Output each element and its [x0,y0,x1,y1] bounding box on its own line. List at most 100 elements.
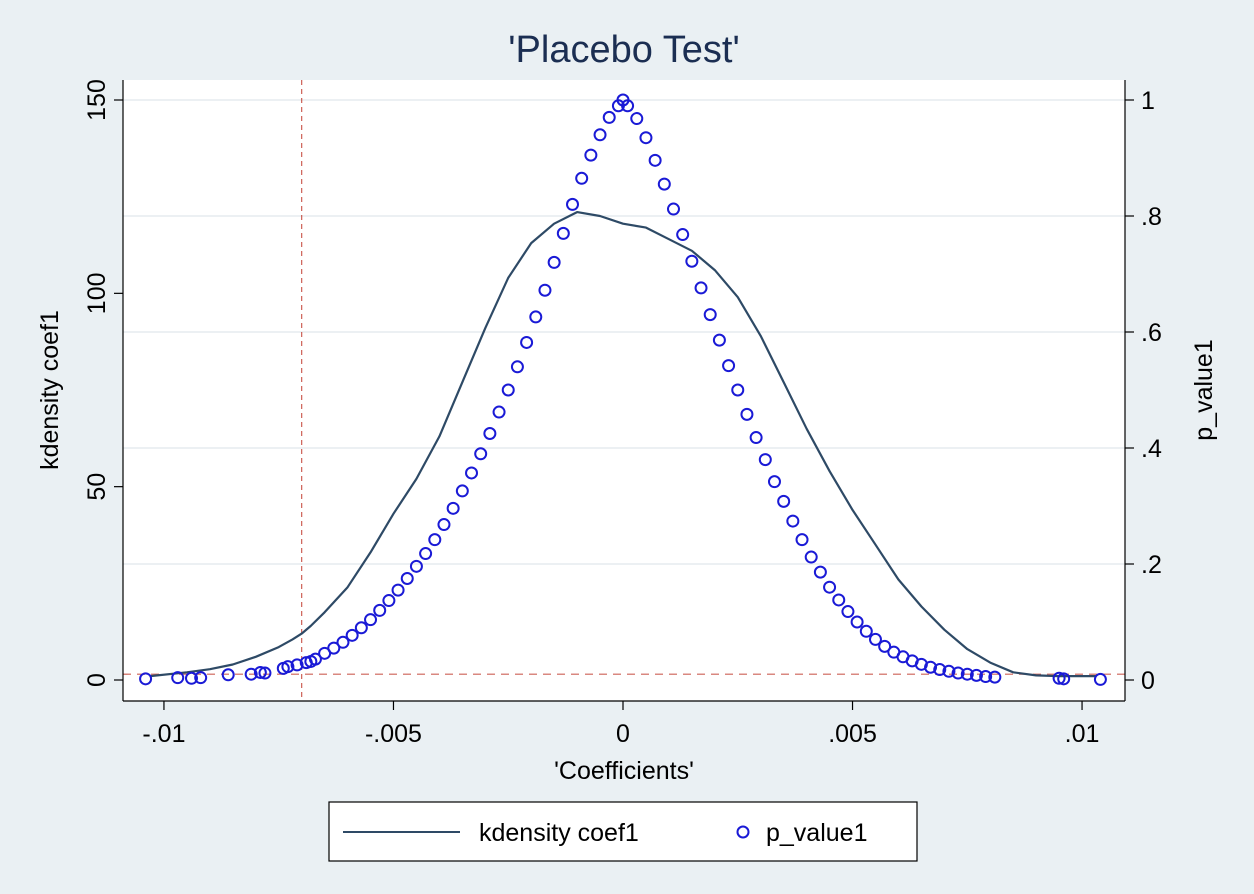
scatter-point-p-value-29 [455,484,469,498]
scatter-point-p-value-64 [767,475,781,489]
scatter-point-p-value-88 [988,670,1002,684]
scatter-point-p-value-70 [823,580,837,594]
scatter-point-p-value-44 [593,128,607,142]
scatter-point-p-value-28 [446,501,460,515]
y-right-axis-title: p_value1 [1190,339,1218,440]
legend-marker-swatch [736,825,750,839]
scatter-point-p-value-69 [813,565,827,579]
grid-lines [123,99,1125,565]
scatter-point-p-value-75 [868,632,882,646]
y-left-tick-label-2: 100 [83,272,111,314]
scatter-point-p-value-23 [400,572,414,585]
scatter-point-p-value-9 [281,660,295,674]
scatter-point-p-value-13 [308,652,322,666]
legend-label-kdensity: kdensity coef1 [479,819,639,847]
scatter-point-p-value-34 [501,383,515,397]
series-layer [139,93,1107,686]
scatter-point-p-value-22 [391,583,405,597]
plot-area [123,80,1125,701]
scatter-point-p-value-65 [777,494,791,508]
y-right-tick-label-3: .6 [1141,319,1162,347]
scatter-point-p-value-27 [437,518,451,532]
y-right-tick-label-1: .2 [1141,551,1162,579]
scatter-point-p-value-72 [841,605,855,619]
scatter-point-p-value-43 [584,148,598,162]
x-axis-title: 'Coefficients' [554,757,694,785]
scatter-point-p-value-54 [676,228,690,242]
scatter-point-p-value-84 [951,666,965,680]
scatter-point-p-value-33 [492,405,506,419]
scatter-point-p-value-51 [648,153,662,167]
scatter-point-p-value-42 [575,171,589,185]
scatter-point-p-value-45 [602,110,616,124]
scatter-point-p-value-25 [419,547,433,561]
scatter-point-p-value-74 [859,624,873,638]
x-tick-label-3: .005 [828,720,877,748]
legend: kdensity coef1 p_value1 [328,801,918,862]
scatter-point-p-value-40 [556,226,570,240]
scatter-point-p-value-91 [1093,672,1107,686]
y-right-tick-label-4: .8 [1141,203,1162,231]
legend-label-p-value: p_value1 [766,819,867,847]
scatter-point-p-value-56 [694,281,708,295]
reference-lines [123,80,1125,701]
scatter-point-p-value-35 [510,360,524,374]
chart-title: 'Placebo Test' [508,29,739,71]
scatter-point-p-value-52 [657,177,671,191]
y-left-tick-label-0: 0 [83,673,111,687]
scatter-point-p-value-81 [924,660,938,674]
scatter-point-p-value-76 [878,639,892,653]
scatter-point-p-value-26 [428,533,442,547]
scatter-point-p-value-31 [474,447,488,461]
scatter-point-p-value-60 [731,383,745,397]
scatter-point-p-value-24 [409,559,423,573]
scatter-point-p-value-66 [786,514,800,528]
scatter-point-p-value-0 [139,672,153,686]
x-tick-label-1: -.005 [365,720,422,748]
scatter-point-p-value-3 [194,671,208,685]
scatter-point-p-value-37 [529,310,543,324]
series-line-kdensity [150,211,1096,678]
scatter-point-p-value-21 [382,594,396,608]
scatter-point-p-value-7 [258,666,272,680]
scatter-point-p-value-86 [969,668,983,682]
scatter-point-p-value-20 [373,603,387,617]
scatter-point-p-value-68 [804,550,818,564]
scatter-point-p-value-59 [722,359,736,373]
y-right-tick-label-0: 0 [1141,667,1155,695]
y-left-tick-label-1: 50 [83,473,111,501]
scatter-point-p-value-5 [244,667,258,681]
scatter-point-p-value-82 [933,663,947,677]
scatter-point-p-value-6 [253,665,267,679]
scatter-point-p-value-67 [795,533,809,547]
y-left-tick-label-3: 150 [83,79,111,121]
scatter-point-p-value-10 [290,658,304,672]
scatter-point-p-value-57 [703,308,717,322]
x-tick-label-4: .01 [1065,720,1100,748]
scatter-point-p-value-53 [666,202,680,216]
scatter-point-p-value-55 [685,254,699,268]
scatter-point-p-value-58 [712,333,726,347]
scatter-point-p-value-41 [566,197,580,211]
scatter-point-p-value-49 [630,112,644,126]
scatter-point-p-value-38 [538,283,552,297]
x-tick-label-0: -.01 [142,720,185,748]
scatter-point-p-value-48 [621,99,635,113]
scatter-point-p-value-19 [364,613,378,627]
y-left-axis-title: kdensity coef1 [36,310,64,470]
scatter-point-p-value-73 [850,615,864,629]
scatter-point-p-value-85 [960,667,974,681]
scatter-point-p-value-50 [639,131,653,145]
y-right-tick-label-5: 1 [1141,87,1155,115]
scatter-point-p-value-15 [327,641,341,655]
scatter-point-p-value-17 [345,628,359,642]
scatter-point-p-value-89 [1052,671,1066,685]
scatter-point-p-value-63 [758,453,772,467]
scatter-point-p-value-90 [1057,672,1071,686]
scatter-point-p-value-2 [184,671,198,685]
scatter-point-p-value-62 [749,431,763,445]
scatter-point-p-value-18 [354,621,368,635]
scatter-point-p-value-87 [979,670,993,684]
scatter-point-p-value-83 [942,664,956,678]
